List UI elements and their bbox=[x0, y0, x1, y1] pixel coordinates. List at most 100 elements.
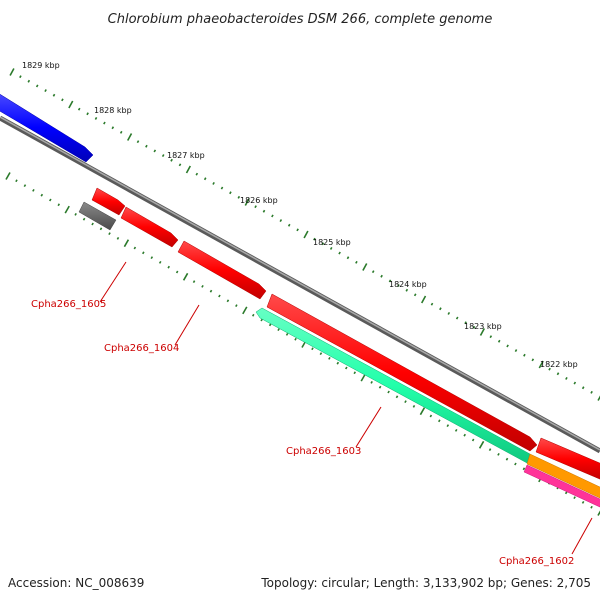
major-tick bbox=[126, 133, 133, 141]
minor-tick bbox=[355, 260, 358, 264]
minor-tick bbox=[271, 214, 274, 218]
minor-tick bbox=[523, 353, 526, 357]
minor-tick bbox=[581, 386, 585, 390]
major-tick bbox=[420, 295, 427, 304]
minor-tick bbox=[438, 419, 441, 423]
major-tick bbox=[244, 198, 250, 206]
minor-tick bbox=[153, 149, 157, 153]
minor-tick bbox=[170, 158, 173, 162]
minor-tick bbox=[57, 203, 61, 207]
minor-tick bbox=[254, 205, 257, 209]
minor-tick bbox=[19, 75, 22, 79]
minor-tick bbox=[472, 325, 476, 329]
minor-tick bbox=[49, 198, 52, 202]
minor-tick bbox=[319, 352, 323, 356]
gene-arrow-orange[interactable] bbox=[526, 453, 600, 499]
minor-tick bbox=[405, 288, 409, 292]
gene-arrow-cpha266-1603[interactable] bbox=[255, 307, 531, 464]
minor-tick bbox=[209, 289, 213, 293]
minor-tick bbox=[268, 323, 272, 327]
major-tick bbox=[479, 328, 486, 336]
minor-tick bbox=[77, 107, 81, 111]
minor-tick bbox=[294, 337, 297, 341]
minor-tick bbox=[464, 321, 467, 325]
minor-tick bbox=[429, 414, 433, 418]
minor-tick bbox=[150, 256, 154, 260]
minor-tick bbox=[353, 371, 357, 375]
gene-label[interactable]: Cpha266_1604 bbox=[104, 343, 179, 354]
minor-tick bbox=[23, 184, 27, 188]
minor-tick bbox=[108, 232, 111, 236]
major-tick bbox=[182, 272, 189, 281]
minor-tick bbox=[565, 377, 568, 380]
minor-tick bbox=[103, 121, 106, 125]
minor-tick bbox=[497, 452, 500, 456]
minor-tick bbox=[133, 246, 137, 250]
minor-tick bbox=[471, 438, 475, 442]
minor-tick bbox=[311, 347, 314, 351]
minor-tick bbox=[388, 279, 392, 283]
minor-tick bbox=[531, 358, 535, 362]
minor-tick bbox=[229, 191, 232, 195]
minor-tick bbox=[370, 381, 373, 384]
minor-tick bbox=[201, 284, 204, 288]
gene-arrow-cpha266-1604-part[interactable] bbox=[177, 240, 267, 300]
minor-tick bbox=[158, 260, 162, 264]
minor-tick bbox=[522, 467, 526, 471]
genome-backbone bbox=[0, 115, 600, 454]
kbp-label: 1824 kbp bbox=[389, 280, 427, 289]
minor-tick bbox=[27, 79, 31, 83]
minor-tick bbox=[86, 112, 89, 116]
minor-tick bbox=[287, 223, 291, 227]
minor-tick bbox=[279, 219, 283, 222]
gene-label[interactable]: Cpha266_1603 bbox=[286, 446, 361, 457]
gene-arrow-forward[interactable] bbox=[266, 293, 538, 452]
gene-arrow-cpha266-1604[interactable] bbox=[120, 206, 179, 248]
gene-arrow-magenta[interactable] bbox=[523, 464, 600, 508]
minor-tick bbox=[218, 294, 221, 298]
minor-tick bbox=[446, 424, 450, 428]
accession-text: Accession: NC_008639 bbox=[8, 576, 144, 590]
minor-tick bbox=[463, 433, 466, 437]
kbp-label: 1827 kbp bbox=[167, 151, 205, 160]
minor-tick bbox=[345, 366, 348, 370]
gene-arrow-pseudo[interactable] bbox=[78, 201, 117, 231]
kbp-label: 1822 kbp bbox=[540, 360, 578, 369]
minor-tick bbox=[52, 93, 56, 97]
minor-tick bbox=[220, 186, 224, 190]
minor-tick bbox=[514, 462, 517, 466]
minor-tick bbox=[226, 299, 230, 303]
major-tick bbox=[597, 395, 600, 401]
minor-tick bbox=[514, 349, 518, 352]
major-tick bbox=[242, 306, 248, 315]
minor-tick bbox=[313, 237, 316, 241]
minor-tick bbox=[506, 344, 509, 348]
minor-tick bbox=[455, 316, 459, 320]
gene-arrow-cpha266-1602[interactable] bbox=[535, 437, 600, 480]
minor-tick bbox=[167, 265, 170, 269]
gene-arrow-cpha266-1605[interactable] bbox=[91, 187, 126, 216]
major-tick bbox=[185, 165, 192, 174]
minor-tick bbox=[161, 154, 165, 157]
minor-tick bbox=[328, 356, 331, 360]
major-tick bbox=[123, 239, 130, 248]
minor-tick bbox=[590, 505, 593, 509]
gene-arrow-upstream[interactable] bbox=[0, 93, 94, 163]
minor-tick bbox=[235, 304, 238, 307]
major-tick bbox=[597, 510, 600, 516]
kbp-label: 1829 kbp bbox=[22, 61, 60, 70]
minor-tick bbox=[262, 209, 266, 213]
minor-tick bbox=[296, 228, 299, 232]
minor-tick bbox=[556, 372, 560, 376]
minor-tick bbox=[338, 251, 341, 255]
minor-tick bbox=[573, 381, 577, 385]
gene-label[interactable]: Cpha266_1605 bbox=[31, 299, 106, 310]
minor-tick bbox=[178, 163, 182, 167]
gene-label[interactable]: Cpha266_1602 bbox=[499, 556, 574, 567]
minor-tick bbox=[497, 339, 501, 343]
inner-tick-row bbox=[5, 172, 600, 516]
minor-tick bbox=[387, 390, 390, 394]
minor-tick bbox=[329, 247, 333, 250]
minor-tick bbox=[74, 213, 77, 216]
minor-tick bbox=[413, 293, 417, 297]
